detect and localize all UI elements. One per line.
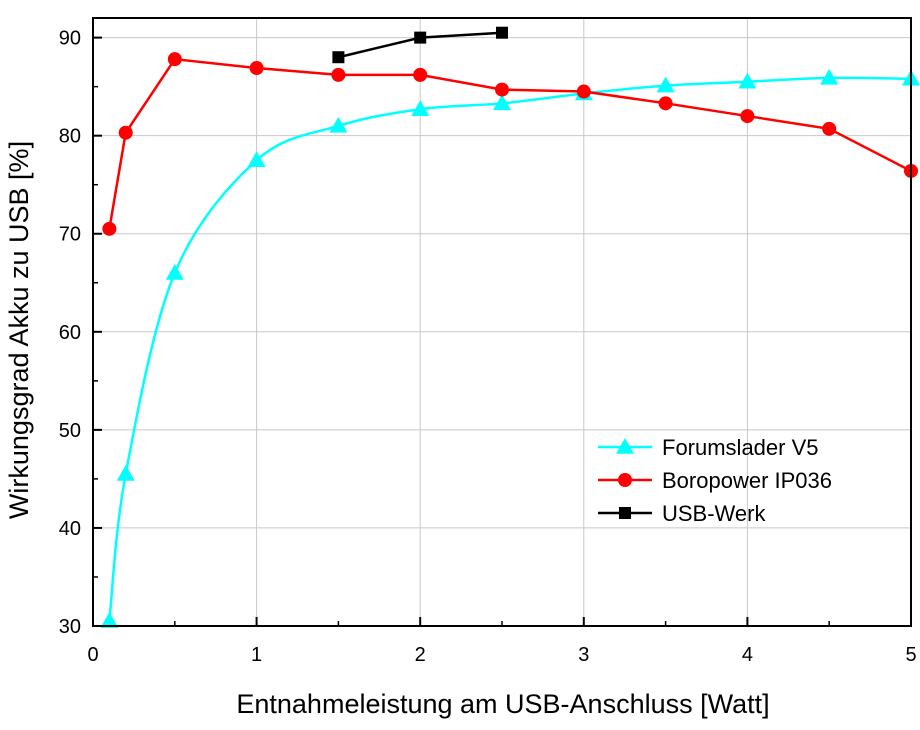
data-point-forumslader-v5	[116, 465, 135, 481]
legend-marker	[618, 473, 632, 487]
data-point-boropower-ip036	[658, 96, 673, 111]
x-tick-label: 2	[415, 644, 426, 666]
data-point-usb-werk	[332, 51, 345, 64]
series-forumslader-v5	[100, 68, 920, 628]
data-point-forumslader-v5	[165, 263, 184, 280]
legend-label: USB-Werk	[662, 501, 766, 526]
legend-marker	[616, 438, 634, 454]
data-point-boropower-ip036	[167, 52, 182, 67]
data-point-boropower-ip036	[413, 67, 428, 82]
series-layer	[100, 26, 920, 628]
legend-item-boropower-ip036: Boropower IP036	[598, 468, 832, 493]
plot-frame	[92, 17, 912, 627]
data-point-forumslader-v5	[493, 94, 511, 111]
x-tick-label: 4	[742, 644, 753, 666]
y-axis-label: Wirkungsgrad Akku zu USB [%]	[4, 141, 34, 519]
data-point-boropower-ip036	[249, 61, 264, 76]
series-line-boropower-ip036	[108, 57, 912, 230]
legend-label: Boropower IP036	[662, 468, 832, 493]
data-point-boropower-ip036	[576, 84, 591, 99]
series-line-forumslader-v5	[108, 76, 912, 622]
data-point-forumslader-v5	[656, 76, 675, 93]
legend-marker	[619, 507, 631, 519]
data-point-forumslader-v5	[329, 116, 348, 133]
x-tick-label: 0	[87, 644, 98, 666]
x-axis-label: Entnahmeleistung am USB-Anschluss [Watt]	[236, 689, 769, 719]
data-point-boropower-ip036	[495, 82, 509, 97]
series-boropower-ip036	[102, 52, 918, 236]
data-point-forumslader-v5	[100, 612, 119, 628]
y-tick-label: 70	[59, 224, 81, 246]
tick-labels: 0 1 2 3 4 5 30 40 50 60 70 80 90	[59, 28, 917, 666]
x-tick-label: 3	[578, 644, 589, 666]
legend-item-usb-werk: USB-Werk	[598, 501, 766, 526]
x-tick-label: 5	[905, 644, 916, 666]
data-point-usb-werk	[496, 26, 508, 39]
x-tick-label: 1	[251, 644, 262, 666]
data-point-boropower-ip036	[331, 67, 346, 82]
data-point-forumslader-v5	[738, 72, 757, 89]
legend: Forumslader V5 Boropower IP036 USB-Werk	[598, 435, 832, 526]
y-tick-label: 50	[59, 420, 81, 442]
y-tick-label: 40	[59, 518, 81, 540]
y-tick-label: 60	[59, 322, 81, 344]
data-point-forumslader-v5	[820, 68, 839, 85]
data-point-boropower-ip036	[118, 125, 133, 140]
legend-item-forumslader-v5: Forumslader V5	[598, 435, 819, 460]
data-point-usb-werk	[414, 31, 427, 44]
data-point-boropower-ip036	[102, 221, 117, 236]
data-point-forumslader-v5	[411, 100, 430, 116]
y-tick-label: 80	[59, 126, 81, 148]
y-tick-label: 90	[59, 28, 81, 50]
data-point-boropower-ip036	[740, 109, 755, 124]
data-point-forumslader-v5	[247, 151, 266, 167]
series-usb-werk	[332, 26, 508, 64]
legend-label: Forumslader V5	[662, 435, 819, 460]
y-tick-label: 30	[59, 616, 81, 638]
data-point-boropower-ip036	[822, 121, 837, 136]
